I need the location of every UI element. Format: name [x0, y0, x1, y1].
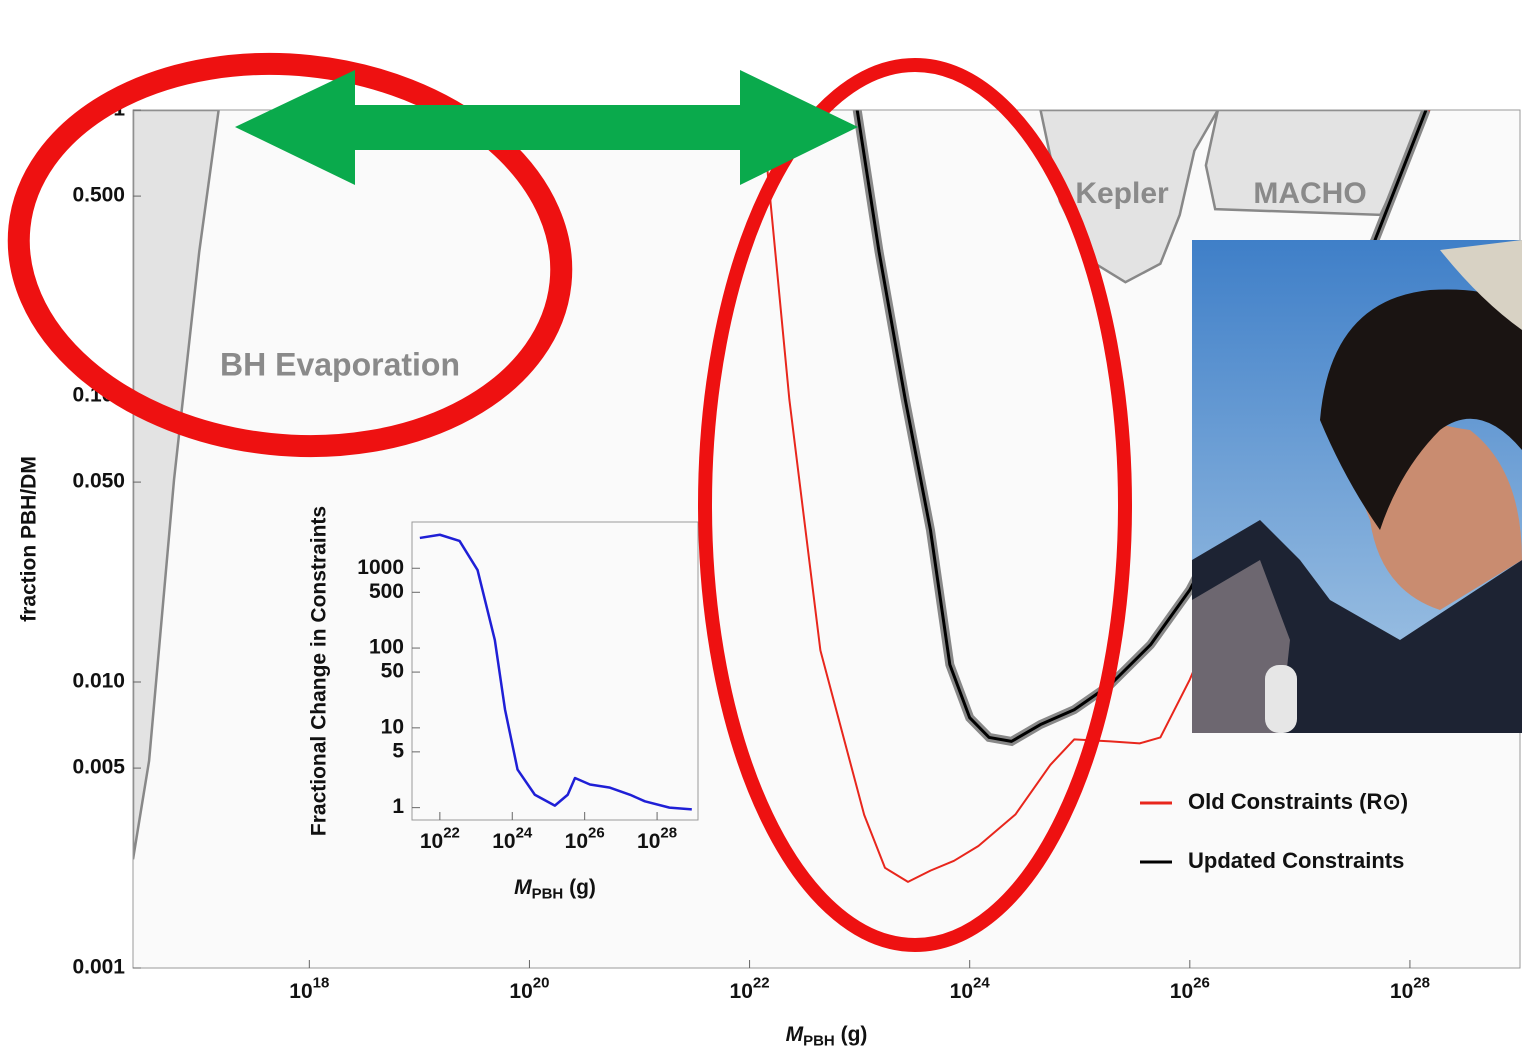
x-axis-label: MPBH (g) — [514, 876, 596, 903]
plot — [133, 110, 1431, 883]
y-tick-label: 1000 — [357, 556, 404, 579]
y-tick-label: 500 — [369, 580, 404, 603]
y-tick-label: 0.500 — [72, 184, 125, 207]
legend-label: Updated Constraints — [1188, 848, 1404, 873]
highlight-oval — [698, 58, 1132, 952]
plot — [419, 533, 692, 811]
x-tick-label: 1026 — [1170, 975, 1210, 1003]
region-label: MACHO — [1253, 177, 1366, 210]
inset-background — [305, 440, 705, 910]
data-line — [855, 110, 1428, 743]
photo — [1192, 240, 1522, 733]
x-tick-label: 1026 — [565, 825, 605, 853]
highlight-oval — [7, 52, 573, 458]
legend-label: Old Constraints (R⊙) — [1188, 789, 1408, 814]
x-tick-label: 1024 — [492, 825, 533, 853]
y-axis-label: fraction PBH/DM — [18, 456, 41, 622]
x-tick-label: 1028 — [637, 825, 677, 853]
x-tick-label: 1020 — [509, 975, 549, 1003]
x-tick-label: 1022 — [730, 975, 770, 1003]
y-tick-label: 0.010 — [72, 670, 125, 693]
y-tick-label: 10 — [381, 715, 404, 738]
y-tick-label: 0.005 — [72, 756, 125, 779]
y-axis-label: Fractional Change in Constraints — [308, 506, 331, 836]
y-tick-label: 0.050 — [72, 470, 125, 493]
x-tick-label: 1022 — [420, 825, 460, 853]
data-line — [419, 533, 692, 811]
constraint-region — [133, 110, 220, 860]
x-axis-label: MPBH (g) — [786, 1023, 868, 1050]
x-tick-label: 1024 — [950, 975, 991, 1003]
region-label: Kepler — [1075, 177, 1169, 210]
y-tick-label: 5 — [392, 739, 404, 762]
x-tick-label: 1018 — [289, 975, 329, 1003]
plot-frame — [411, 521, 699, 821]
y-tick-label: 50 — [381, 660, 404, 683]
y-tick-label: 100 — [369, 636, 404, 659]
constraint-region — [1204, 110, 1431, 217]
y-tick-label: 0.001 — [72, 956, 125, 979]
region-label: BH Evaporation — [220, 346, 460, 382]
y-tick-label: 1 — [392, 795, 404, 818]
x-tick-label: 1028 — [1390, 975, 1430, 1003]
data-line — [760, 110, 1431, 883]
double-arrow — [235, 70, 858, 185]
